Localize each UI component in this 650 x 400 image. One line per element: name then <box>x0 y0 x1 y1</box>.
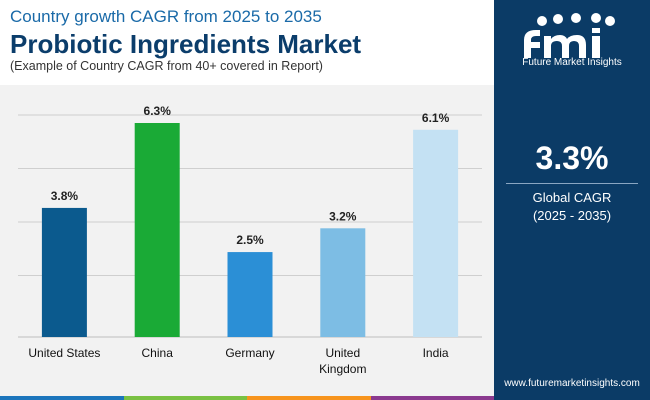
bar-0 <box>41 207 87 337</box>
global-cagr-label: Global CAGR <box>532 190 612 205</box>
global-cagr-value: 3.3% <box>535 140 609 176</box>
data-label-3: 3.2% <box>329 209 357 223</box>
category-label-3: United Kingdom <box>319 346 366 376</box>
sidebar-panel: Future Market Insights 3.3% Global CAGR … <box>494 0 650 400</box>
strip-purple <box>370 396 494 400</box>
bar-3 <box>320 228 366 337</box>
kpi-divider <box>506 183 638 184</box>
bar-4 <box>413 129 459 337</box>
bar-1 <box>134 123 180 337</box>
color-strip <box>0 396 494 400</box>
strip-blue <box>0 396 124 400</box>
data-label-4: 6.1% <box>422 111 450 125</box>
data-label-1: 6.3% <box>144 104 172 118</box>
chart-subtitle: Country growth CAGR from 2025 to 2035 <box>10 7 322 26</box>
category-label-2: Germany <box>225 346 274 360</box>
bar-chart: 3.8% United States 6.3% China 2.5% Germany 3.2… <box>18 104 482 376</box>
category-label-1: China <box>142 346 174 360</box>
strip-green <box>123 396 247 400</box>
global-cagr-period: (2025 - 2035) <box>532 208 612 223</box>
website-link[interactable]: www.futuremarketinsights.com <box>504 378 640 389</box>
chart-title: Probiotic Ingredients Market <box>10 29 362 59</box>
chart-note: (Example of Country CAGR from 40+ covere… <box>10 59 323 73</box>
bar-2 <box>227 252 273 337</box>
data-label-2: 2.5% <box>236 233 264 247</box>
plot-area: 3.8% United States 6.3% China 2.5% Germany 3.2… <box>0 85 494 400</box>
category-label-4: India <box>423 346 449 360</box>
strip-orange <box>247 396 371 400</box>
fmi-logo-icon <box>524 13 615 58</box>
chart-header: Country growth CAGR from 2025 to 2035 Pr… <box>0 0 494 85</box>
category-label-0: United States <box>28 346 100 360</box>
data-label-0: 3.8% <box>51 189 79 203</box>
logo-text: Future Market Insights <box>522 57 622 68</box>
